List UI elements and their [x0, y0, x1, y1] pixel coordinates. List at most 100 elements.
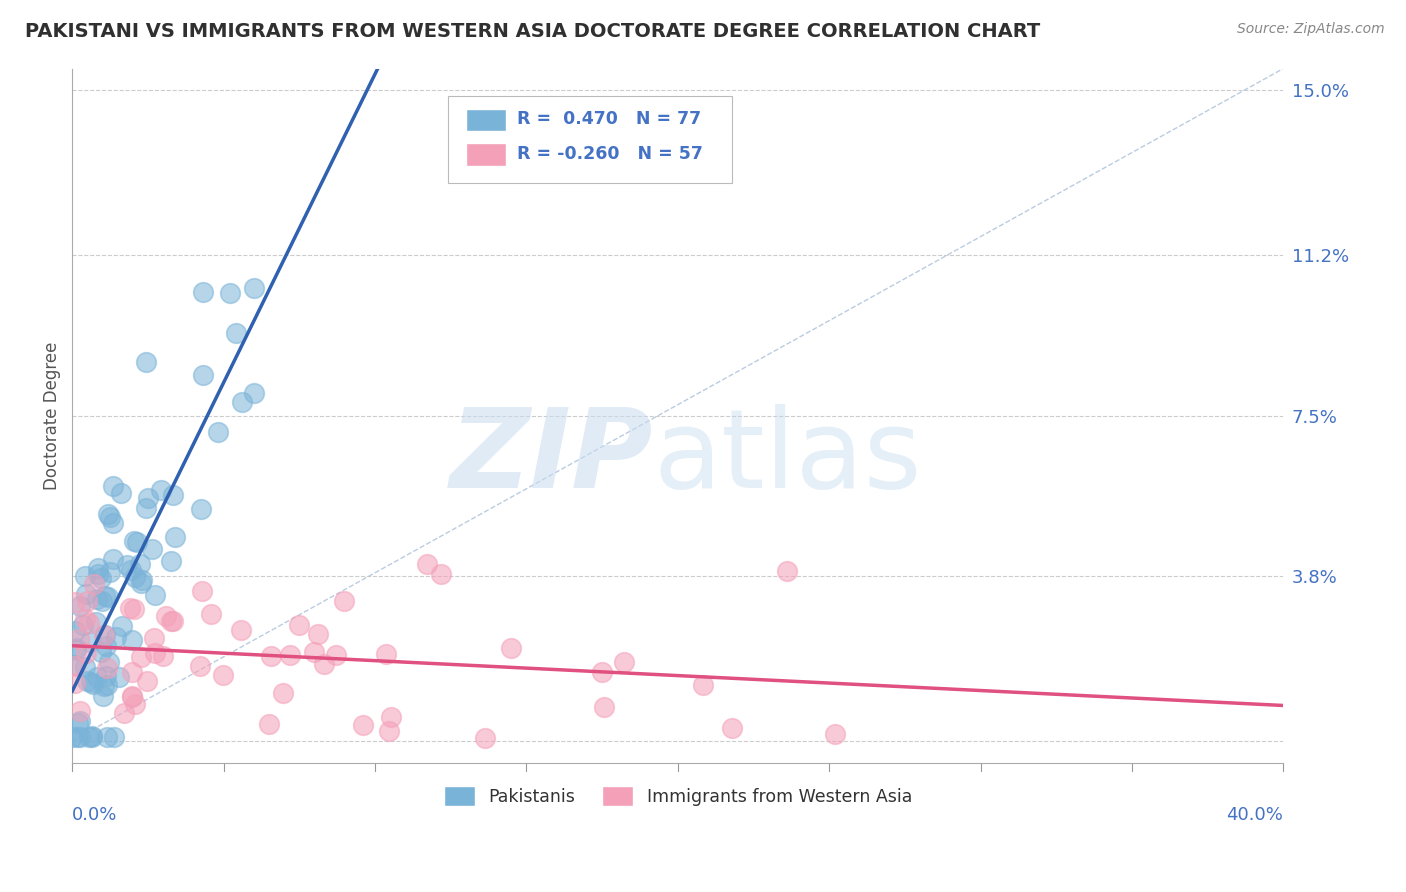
Point: [73, 612, 96, 626]
Point: [65, 730, 87, 744]
Point: [122, 602, 145, 616]
Point: [69, 714, 91, 728]
Point: [307, 627, 329, 641]
Legend: Pakistanis, Immigrants from Western Asia: Pakistanis, Immigrants from Western Asia: [437, 779, 920, 813]
FancyBboxPatch shape: [465, 144, 506, 166]
Point: [302, 645, 325, 659]
Point: [65, 643, 87, 657]
Point: [121, 665, 143, 679]
Point: [91, 689, 114, 703]
Point: [65, 659, 87, 673]
FancyBboxPatch shape: [447, 96, 733, 183]
FancyBboxPatch shape: [465, 109, 506, 131]
Point: [101, 516, 124, 530]
Point: [352, 718, 374, 732]
Point: [378, 724, 401, 739]
Point: [591, 665, 613, 679]
Point: [75, 569, 97, 583]
Point: [143, 588, 166, 602]
Point: [84, 615, 107, 629]
Point: [122, 534, 145, 549]
Point: [91, 594, 114, 608]
Point: [77, 730, 100, 744]
Point: [135, 355, 157, 369]
Point: [128, 558, 150, 572]
Point: [416, 558, 439, 572]
Point: [136, 674, 159, 689]
Point: [104, 631, 127, 645]
Point: [62, 657, 84, 672]
Point: [94, 639, 117, 653]
Point: [124, 570, 146, 584]
Point: [76, 594, 98, 608]
Point: [155, 609, 177, 624]
Point: [824, 727, 846, 741]
Point: [66, 716, 89, 731]
Point: [127, 535, 149, 549]
Point: [82, 729, 104, 743]
Point: [97, 507, 120, 521]
Point: [207, 425, 229, 439]
Point: [193, 368, 215, 382]
Point: [278, 648, 301, 662]
Text: 0.0%: 0.0%: [72, 806, 118, 824]
Point: [160, 554, 183, 568]
Point: [101, 479, 124, 493]
Point: [225, 326, 247, 341]
Point: [67, 632, 90, 647]
Point: [260, 649, 283, 664]
Point: [86, 670, 108, 684]
Point: [188, 658, 211, 673]
Point: [96, 678, 118, 692]
Point: [243, 386, 266, 401]
Point: [692, 678, 714, 692]
Point: [82, 730, 104, 744]
Point: [142, 631, 165, 645]
Point: [613, 655, 636, 669]
Text: 40.0%: 40.0%: [1226, 806, 1284, 824]
Point: [63, 624, 86, 638]
Point: [101, 552, 124, 566]
Point: [287, 617, 309, 632]
Point: [124, 697, 146, 711]
Point: [721, 721, 744, 735]
Point: [76, 646, 98, 660]
Point: [231, 395, 253, 409]
Point: [72, 618, 94, 632]
Point: [118, 601, 141, 615]
Point: [152, 649, 174, 664]
Point: [111, 618, 134, 632]
Point: [73, 659, 96, 673]
Point: [120, 563, 142, 577]
Point: [93, 628, 115, 642]
Point: [60, 730, 83, 744]
Point: [131, 574, 153, 588]
Point: [98, 509, 121, 524]
Point: [131, 576, 153, 591]
Point: [79, 634, 101, 648]
Point: [429, 567, 451, 582]
Point: [96, 660, 118, 674]
Point: [121, 690, 143, 704]
Point: [776, 564, 799, 578]
Point: [191, 285, 214, 299]
Point: [76, 587, 98, 601]
Y-axis label: Doctorate Degree: Doctorate Degree: [44, 342, 60, 490]
Point: [98, 655, 121, 669]
Text: atlas: atlas: [654, 404, 922, 511]
Point: [162, 615, 184, 629]
Point: [212, 668, 235, 682]
Point: [145, 646, 167, 660]
Point: [83, 577, 105, 591]
Point: [129, 650, 152, 665]
Point: [271, 686, 294, 700]
Text: R = -0.260   N = 57: R = -0.260 N = 57: [517, 145, 703, 163]
Point: [190, 502, 212, 516]
Point: [97, 590, 120, 604]
Point: [76, 674, 98, 689]
Point: [65, 640, 87, 655]
Point: [149, 483, 172, 498]
Point: [219, 286, 242, 301]
Point: [65, 595, 87, 609]
Point: [69, 599, 91, 614]
